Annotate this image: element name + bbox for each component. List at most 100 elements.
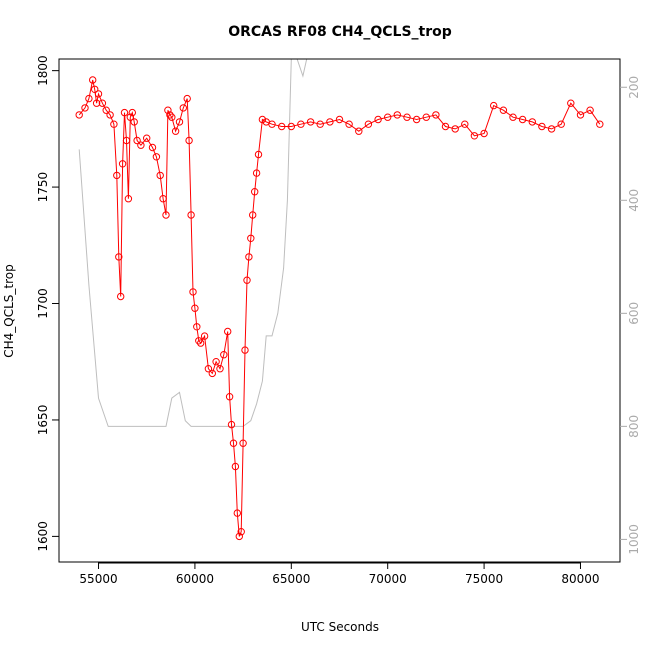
data-point — [133, 136, 141, 145]
data-point — [94, 90, 103, 98]
data-point — [152, 153, 161, 161]
data-point — [335, 115, 344, 124]
data-point — [235, 532, 244, 541]
data-point — [441, 122, 450, 131]
data-point — [239, 439, 247, 447]
data-point — [490, 101, 498, 110]
data-point — [85, 94, 93, 103]
data-point — [470, 132, 479, 140]
data-point — [355, 127, 363, 135]
data-point — [179, 104, 188, 112]
y-tick-label: 1650 — [36, 405, 50, 436]
altitude-line — [78, 59, 600, 427]
y2-tick-label: 200 — [627, 76, 641, 99]
data-point — [231, 462, 240, 471]
data-point — [538, 122, 546, 131]
data-point — [128, 108, 137, 117]
data-point — [195, 337, 203, 345]
data-point — [547, 125, 556, 133]
data-point — [316, 120, 324, 128]
data-point — [326, 118, 334, 126]
series-line — [78, 79, 601, 537]
data-point — [237, 528, 245, 536]
data-point — [247, 234, 255, 243]
data-point — [278, 122, 286, 131]
data-point — [384, 113, 392, 121]
data-point — [297, 120, 305, 128]
plot-frame — [58, 58, 621, 563]
data-point — [268, 120, 276, 128]
x-axis: 55000 60000 65000 70000 75000 80000 — [79, 562, 600, 586]
data-point — [374, 115, 382, 124]
data-point — [254, 150, 263, 159]
x-axis-label: UTC Seconds — [301, 620, 379, 634]
data-point — [364, 120, 373, 128]
data-point — [166, 111, 174, 119]
y2-axis: 200 400 600 800 1000 — [620, 76, 641, 555]
data-point — [98, 99, 107, 107]
data-point — [102, 106, 110, 114]
data-point — [251, 188, 259, 196]
data-point — [306, 118, 315, 126]
data-point — [168, 113, 176, 121]
data-point — [243, 276, 251, 284]
data-point — [249, 211, 257, 219]
data-point — [557, 120, 565, 128]
data-point — [451, 125, 459, 133]
data-point — [586, 106, 594, 114]
data-point — [227, 420, 236, 429]
data-point — [528, 118, 536, 126]
x-tick-label: 60000 — [176, 572, 214, 586]
data-point — [75, 111, 83, 119]
series-layer — [75, 76, 604, 541]
data-point — [106, 111, 114, 119]
data-point — [185, 136, 193, 145]
data-point — [461, 120, 469, 128]
data-point — [89, 76, 97, 84]
data-point — [393, 111, 401, 119]
x-tick-label: 75000 — [465, 572, 503, 586]
data-point — [137, 141, 145, 149]
data-point — [120, 108, 129, 117]
chart-title: ORCAS RF08 CH4_QCLS_trop — [228, 24, 452, 40]
data-point — [115, 253, 123, 261]
data-point — [225, 393, 234, 401]
data-point — [193, 323, 201, 331]
y-tick-label: 1600 — [36, 521, 50, 552]
data-point — [216, 365, 224, 373]
x-tick-label: 70000 — [369, 572, 407, 586]
data-point — [241, 346, 249, 354]
data-point — [122, 136, 131, 145]
y-axis: 1600 1650 1700 1750 1800 — [36, 55, 59, 552]
y2-tick-label: 400 — [627, 189, 641, 212]
y2-tick-label: 800 — [627, 415, 641, 438]
data-point — [403, 113, 411, 121]
data-point — [110, 120, 118, 128]
data-point — [143, 134, 151, 142]
data-point — [258, 115, 267, 124]
data-point — [197, 339, 205, 347]
x-tick-label: 55000 — [79, 572, 117, 586]
data-point — [596, 120, 604, 128]
data-point — [518, 115, 527, 124]
data-point — [576, 111, 585, 119]
data-point — [117, 292, 125, 301]
data-point — [126, 113, 135, 121]
data-point — [567, 99, 575, 107]
data-point — [191, 304, 199, 312]
data-point — [252, 169, 261, 177]
data-point — [412, 115, 421, 124]
data-point — [148, 143, 157, 152]
secondary-series-layer — [78, 59, 600, 427]
data-point — [480, 129, 488, 138]
y-axis-label: CH4_QCLS_trop — [2, 264, 16, 358]
data-point — [200, 332, 209, 340]
data-point — [113, 171, 121, 180]
data-point — [124, 195, 133, 203]
data-point — [171, 127, 180, 135]
data-point — [208, 369, 217, 378]
data-point — [187, 211, 195, 219]
data-point — [233, 509, 242, 517]
data-point — [162, 211, 170, 219]
data-point — [499, 106, 508, 114]
